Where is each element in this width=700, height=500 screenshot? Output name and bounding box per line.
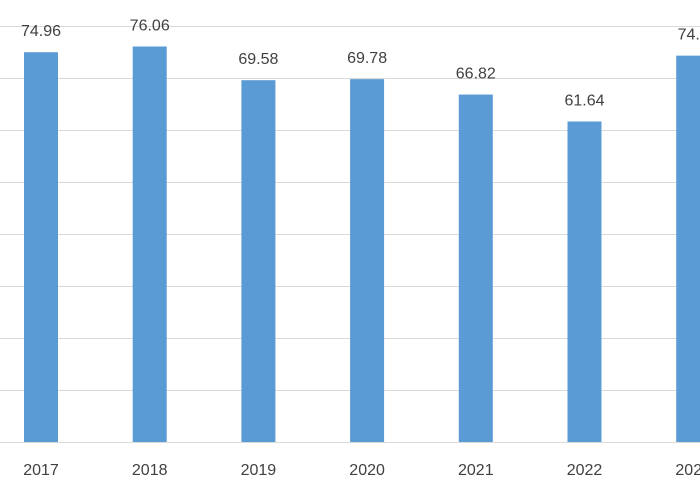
data-label-2017: 74.96 [21, 23, 61, 40]
gridlines [0, 26, 700, 443]
bar-2017 [24, 52, 58, 442]
x-tick-label-2023: 2023 [675, 462, 700, 479]
bars [24, 46, 700, 443]
bar-2018 [132, 46, 167, 442]
data-label-2019: 69.58 [238, 51, 278, 68]
x-tick-label-2022: 2022 [567, 462, 603, 479]
x-tick-label-2017: 2017 [23, 462, 59, 479]
bar-2019 [241, 80, 276, 443]
data-label-2020: 69.78 [347, 50, 387, 67]
bar-2020 [350, 79, 385, 443]
bar-2022 [567, 121, 602, 443]
x-tick-label-2018: 2018 [132, 462, 168, 479]
data-label-2022: 61.64 [564, 92, 604, 109]
bar-2021 [458, 94, 493, 442]
x-tick-label-2019: 2019 [241, 462, 277, 479]
data-labels: 74.96 76.06 69.58 69.78 66.82 61.64 74.3 [21, 17, 700, 109]
data-label-2021: 66.82 [456, 66, 496, 83]
x-tick-label-2020: 2020 [349, 462, 385, 479]
data-label-2023: 74.3 [678, 27, 700, 44]
data-label-2018: 76.06 [130, 17, 170, 34]
x-axis-ticks: 2017 2018 2019 2020 2021 2022 2023 [23, 462, 700, 479]
x-tick-label-2021: 2021 [458, 462, 494, 479]
bar-2023 [676, 55, 700, 442]
